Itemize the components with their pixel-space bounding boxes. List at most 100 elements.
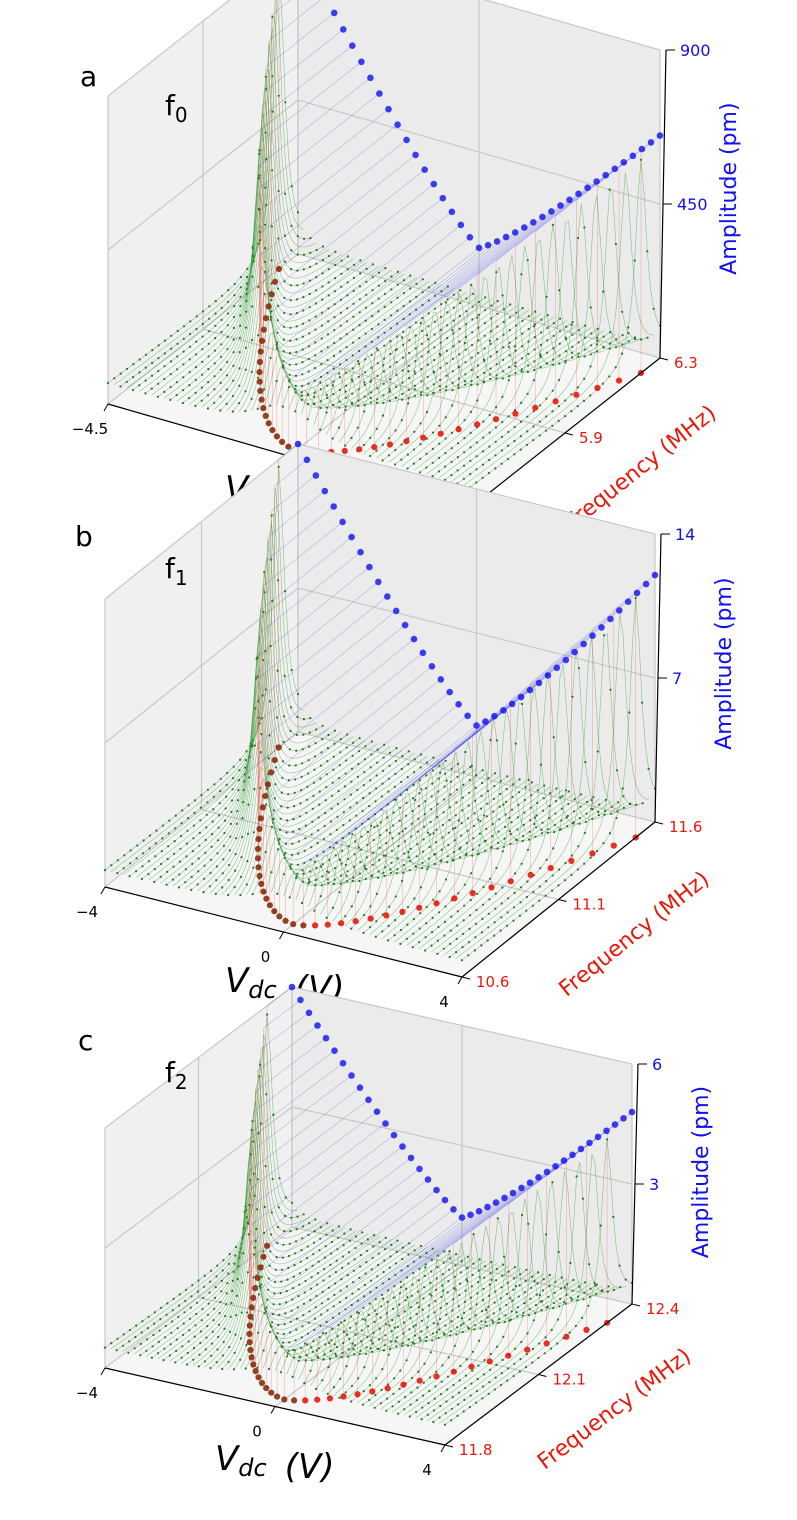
surface-point [320,337,323,340]
surface-point [599,1224,602,1227]
frequency-point [369,1388,376,1395]
amplitude-guide [265,506,334,562]
surface-point [505,1303,508,1307]
surface-point [418,792,421,795]
amplitude-guide [274,459,308,486]
surface-point [639,158,643,161]
surface-point [508,354,511,357]
surface-point [418,1337,421,1340]
surface-point [271,169,274,172]
surface-point [475,908,478,912]
surface-point [576,868,579,871]
surface-point [558,362,561,365]
surface-point [505,924,509,927]
surface-point [446,1375,450,1378]
surface-point [274,783,277,786]
surface-point [319,895,322,898]
surface-point [552,736,555,739]
x-axis-label-unit: (V) [285,1447,335,1487]
surface-point [457,1391,461,1394]
surface-point [310,1276,313,1279]
surface-point [394,895,397,898]
surface-trace [126,28,317,389]
surface-point [476,399,479,402]
surface-trace [139,69,330,392]
surface-point [396,309,399,312]
surface-point [295,1228,298,1231]
surface-point [425,466,428,469]
surface-point [370,340,373,343]
surface-point [389,314,393,317]
surface-point [392,811,395,814]
surface-point [275,379,278,383]
surface-point [297,1359,300,1362]
surface-point [332,393,335,396]
surface-point [342,824,345,827]
surface-point [529,1297,532,1300]
panel-title-main: f [165,89,176,122]
surface-point [291,1298,294,1301]
amplitude-point [357,548,364,556]
surface-point [295,351,298,354]
surface-point [577,355,580,358]
y-tick-label: 11.6 [669,818,702,836]
surface-point [594,1284,597,1287]
surface-point [362,931,365,935]
surface-point [259,786,262,790]
surface-point [444,416,447,419]
surface-point [171,1320,174,1323]
surface-point [304,1279,307,1283]
projections [254,440,659,929]
surface-point [544,894,547,897]
surface-point [195,315,198,318]
surface-point [157,1352,160,1355]
surface-point [434,1385,437,1388]
surface-point [407,851,410,854]
frequency-point [371,444,378,451]
surface-point [352,276,355,279]
surface-point [103,869,107,872]
surface-point [484,309,487,312]
surface-point [481,463,484,466]
surface-point [119,385,122,388]
surface-point [276,304,279,307]
surface-point [326,359,329,362]
surface-point [257,207,260,210]
surface-point [308,319,311,322]
x-tick [100,1367,106,1376]
surface-point [184,1288,188,1291]
surface-point [495,350,499,353]
surface-point [371,289,374,292]
surface-point [310,833,313,836]
surface-point [419,422,422,425]
surface-point [389,365,392,368]
surface-point [212,808,215,811]
surface-point [439,1393,443,1396]
surface-point [246,267,249,270]
surface-point [288,896,291,899]
surface-point [552,1301,556,1304]
surface-point [398,1303,401,1306]
surface-point [327,871,330,874]
surface-point [523,811,526,814]
surface-point [160,850,163,853]
surface-point [554,800,558,803]
surface-point [450,915,453,918]
frequency-point [474,421,481,428]
surface-point [446,311,449,314]
surface-point [308,306,311,309]
surface-point [494,440,497,443]
surface-point [334,1352,337,1356]
surface-point [571,345,574,348]
surface-point [352,1347,355,1351]
surface-point [295,733,298,737]
surface-point [327,1365,330,1369]
surface-point [426,831,429,834]
amplitude-point [458,1214,466,1221]
surface-trace [176,163,367,402]
surface-point [346,268,349,271]
surface-point [484,1265,487,1268]
surface-point [188,345,192,348]
surface-point [470,356,473,359]
frequency-point [246,1339,253,1346]
